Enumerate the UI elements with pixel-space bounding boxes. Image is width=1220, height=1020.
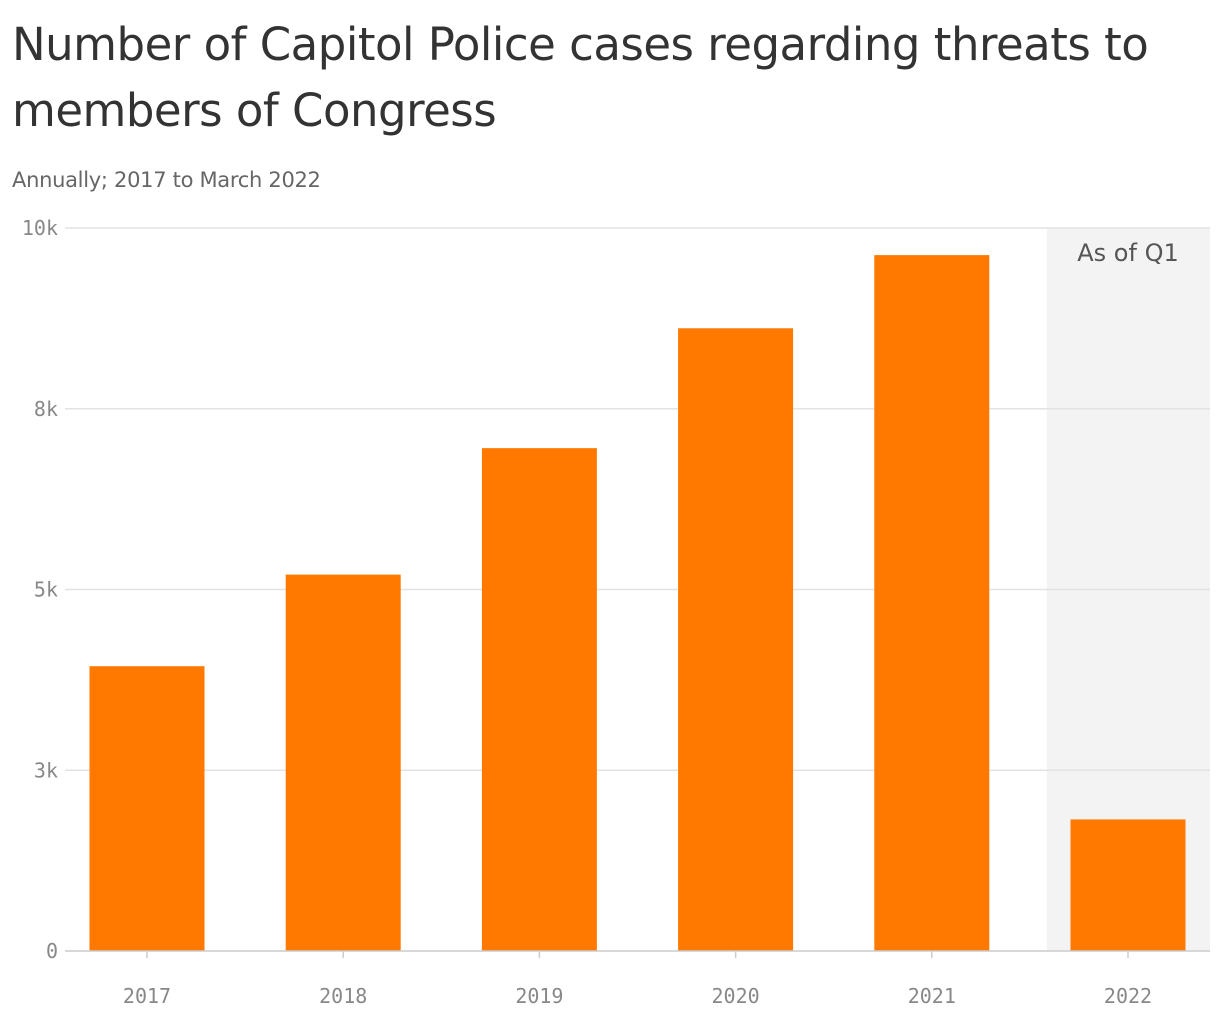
x-tick-label: 2022: [1104, 984, 1152, 1008]
x-tick-label: 2020: [712, 984, 760, 1008]
y-tick-label: 0: [46, 939, 58, 963]
y-tick-label: 3k: [34, 758, 58, 782]
x-tick-label: 2018: [319, 984, 367, 1008]
highlight-annotation: As of Q1: [1077, 239, 1178, 267]
y-tick-label: 5k: [34, 578, 58, 602]
chart-title: Number of Capitol Police cases regarding…: [12, 18, 1149, 137]
bar-2017: [89, 666, 205, 951]
bar-2020: [678, 328, 794, 951]
x-tick-label: 2021: [908, 984, 956, 1008]
y-tick-label: 8k: [34, 397, 58, 421]
gridlines-layer: [65, 227, 1210, 771]
x-tick-label: 2017: [123, 984, 171, 1008]
bars-layer: [89, 255, 1186, 952]
bar-2018: [285, 574, 401, 951]
y-tick-label: 10k: [22, 216, 58, 240]
chart-subtitle: Annually; 2017 to March 2022: [12, 168, 321, 192]
x-tick-label: 2019: [515, 984, 563, 1008]
labels-layer: 0 3k 5k 8k 10k 2017 2018 2019 2020 2021 2022 As of …: [22, 216, 1179, 1008]
bar-2022: [1070, 819, 1186, 951]
bar-2019: [481, 448, 597, 951]
axis-layer: [65, 950, 1210, 958]
bar-2021: [874, 255, 990, 952]
